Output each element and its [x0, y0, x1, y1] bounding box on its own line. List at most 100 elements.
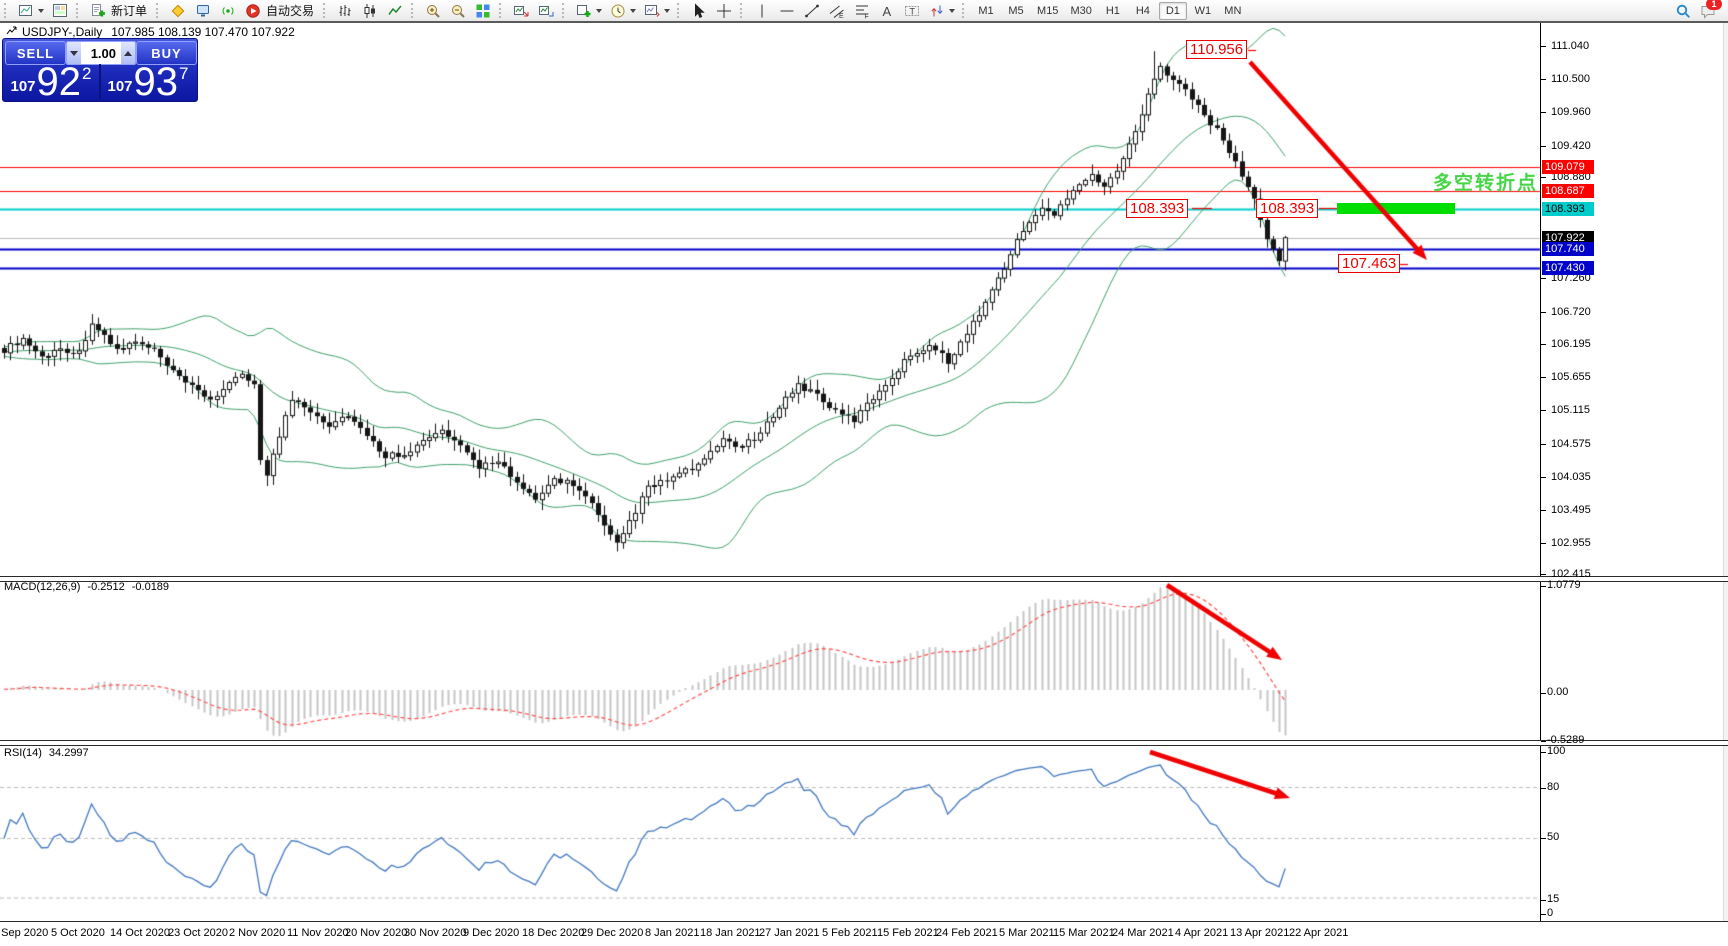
price-tick-mark	[1541, 574, 1546, 575]
terminal-icon[interactable]	[190, 0, 215, 21]
toolbar-button-label[interactable]: 新订单	[111, 4, 148, 18]
dropdown-caret-icon[interactable]	[630, 8, 637, 13]
timeframe-button-h4[interactable]: H4	[1135, 4, 1150, 17]
price-tick-label: 110.500	[1551, 73, 1590, 85]
horizontal-line-icon[interactable]	[774, 0, 799, 21]
annotation-swing-high-box[interactable]: 110.956	[1186, 40, 1248, 59]
price-tick-label: 106.720	[1551, 306, 1591, 318]
toolbar-group-handle	[323, 3, 329, 18]
trendline-icon[interactable]	[799, 0, 824, 21]
price-tick-mark	[1541, 146, 1546, 147]
tile-preview-icon[interactable]	[47, 0, 72, 21]
dropdown-caret-icon[interactable]	[664, 8, 671, 13]
text-icon[interactable]: A	[874, 0, 899, 21]
toolbar-group-handle	[411, 3, 417, 18]
candlestick-icon[interactable]	[357, 0, 382, 21]
toolbar-group-handle	[562, 3, 568, 18]
date-axis-label: 20 Nov 2020	[345, 927, 408, 939]
rsi-indicator-label: RSI(14) 34.2997	[4, 747, 89, 759]
price-tick-label: 109.960	[1551, 106, 1591, 118]
timeframe-button-mn[interactable]: MN	[1224, 4, 1242, 17]
timeframe-button-d1[interactable]: D1	[1158, 1, 1187, 20]
volume-increase-button[interactable]	[121, 42, 135, 64]
signals-icon[interactable]	[215, 0, 240, 21]
annotation-swing-low-box[interactable]: 107.463	[1338, 254, 1401, 273]
date-axis-label: 2 Nov 2020	[229, 927, 286, 939]
crosshair-icon[interactable]	[711, 0, 736, 21]
dropdown-caret-icon[interactable]	[38, 8, 44, 13]
timeframe-button-m5[interactable]: M5	[1008, 4, 1024, 17]
date-axis-label: 4 Apr 2021	[1175, 927, 1229, 939]
turning-point-highlight-rect[interactable]	[1337, 203, 1455, 214]
rsi-panel-splitter[interactable]	[0, 740, 1728, 746]
templates-icon[interactable]	[639, 0, 664, 21]
timeframe-button-h1[interactable]: H1	[1105, 4, 1120, 17]
autotrading-icon[interactable]	[240, 0, 265, 21]
text-label-icon[interactable]: T	[899, 0, 924, 21]
timeframe-button-m15[interactable]: M15	[1037, 4, 1059, 17]
price-tick-mark	[1541, 312, 1546, 313]
date-axis-label: 9 Dec 2020	[463, 927, 520, 939]
price-axis-border	[1540, 23, 1541, 921]
arrange-icon[interactable]	[508, 0, 533, 21]
timeframe-button-m30[interactable]: M30	[1070, 4, 1092, 17]
price-tick-mark	[1541, 377, 1546, 378]
rsi-scale-tick	[1541, 788, 1546, 789]
date-axis-label: 27 Jan 2021	[759, 927, 820, 939]
macd-value-main: -0.2512	[87, 581, 125, 593]
turning-point-note[interactable]: 多空转折点	[1433, 173, 1539, 194]
chart-window-border	[0, 21, 1728, 23]
market-depth-icon[interactable]	[165, 0, 190, 21]
vertical-line-icon[interactable]	[749, 0, 774, 21]
date-axis-label: 29 Dec 2020	[581, 927, 644, 939]
svg-text:E: E	[839, 13, 844, 19]
date-axis-label: 14 Oct 2020	[110, 927, 170, 939]
fibonacci-icon[interactable]: F	[849, 0, 874, 21]
date-axis-label: 5 Mar 2021	[999, 927, 1055, 939]
tile-windows-icon[interactable]	[470, 0, 495, 21]
notification-badge: 1	[1706, 0, 1722, 10]
annotation-level-box-left[interactable]: 108.393	[1126, 199, 1189, 218]
channel-icon[interactable]: E	[824, 0, 849, 21]
bar-chart-icon[interactable]	[332, 0, 357, 21]
window-right-edge	[1723, 23, 1728, 921]
macd-scale-label: 0.00	[1547, 686, 1569, 698]
cascade-icon[interactable]	[533, 0, 558, 21]
macd-indicator-label: MACD(12,26,9) -0.2512 -0.0189	[4, 581, 169, 593]
volume-field[interactable]: 1.00	[81, 42, 121, 64]
timeframe-button-w1[interactable]: W1	[1194, 4, 1212, 17]
toolbar-group-handle	[156, 3, 162, 18]
chart-ohlc-readout: 107.985 108.139 107.470 107.922	[111, 25, 295, 39]
triangle-up-icon	[124, 50, 132, 56]
chart-window-icon[interactable]	[13, 0, 38, 21]
zoom-in-icon[interactable]	[420, 0, 445, 21]
rsi-scale-tick	[1541, 752, 1546, 753]
toolbar-button-label[interactable]: 自动交易	[266, 4, 315, 18]
periods-icon[interactable]	[605, 0, 630, 21]
search-icon[interactable]	[1670, 0, 1695, 21]
timeframe-button-m1[interactable]: M1	[978, 4, 994, 17]
add-indicator-icon[interactable]	[571, 0, 596, 21]
chart-title-bar: USDJPY-,Daily 107.985 108.139 107.470 10…	[6, 25, 295, 39]
toolbar-group-handle	[76, 3, 82, 18]
price-tick-mark	[1541, 344, 1546, 345]
cursor-icon[interactable]	[686, 0, 711, 21]
rsi-scale-label: 0	[1547, 907, 1554, 919]
arrows-icon[interactable]	[924, 0, 949, 21]
price-level-label: 108.687	[1542, 184, 1594, 198]
rsi-scale-label: 80	[1547, 781, 1560, 793]
annotation-level-box-right[interactable]: 108.393	[1256, 199, 1319, 218]
zoom-out-icon[interactable]	[445, 0, 470, 21]
sell-price-display[interactable]: 107 92 2	[4, 62, 98, 102]
price-tick-mark	[1541, 177, 1546, 178]
dropdown-caret-icon[interactable]	[949, 8, 956, 13]
buy-price-display[interactable]: 107 93 7	[101, 62, 195, 102]
macd-panel-splitter[interactable]	[0, 576, 1728, 582]
date-axis-label: 23 Oct 2020	[168, 927, 228, 939]
line-chart-icon[interactable]	[382, 0, 407, 21]
price-tick-label: 104.035	[1551, 471, 1591, 483]
dropdown-caret-icon[interactable]	[596, 8, 603, 13]
new-order-icon[interactable]	[85, 0, 110, 21]
